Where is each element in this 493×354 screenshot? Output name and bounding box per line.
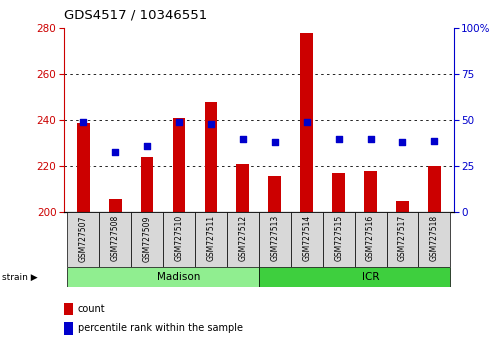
Bar	[268, 176, 281, 212]
Text: count: count	[78, 304, 106, 314]
Point	[175, 119, 183, 125]
Bar	[354, 212, 387, 267]
Bar	[77, 123, 90, 212]
Point	[207, 121, 215, 127]
Text: strain ▶: strain ▶	[2, 273, 38, 282]
Text: GSM727507: GSM727507	[79, 215, 88, 262]
Bar	[131, 212, 163, 267]
Bar	[195, 212, 227, 267]
Bar	[387, 212, 419, 267]
Bar	[259, 212, 291, 267]
Bar	[419, 212, 451, 267]
Text: GSM727510: GSM727510	[175, 215, 183, 261]
Text: GSM727509: GSM727509	[142, 215, 151, 262]
Bar	[332, 173, 345, 212]
Bar	[300, 33, 313, 212]
Bar	[205, 102, 217, 212]
Text: GSM727518: GSM727518	[430, 215, 439, 261]
Bar	[237, 164, 249, 212]
Text: percentile rank within the sample: percentile rank within the sample	[78, 323, 243, 333]
Text: Madison: Madison	[157, 272, 201, 282]
Bar	[396, 201, 409, 212]
Text: GSM727508: GSM727508	[110, 215, 120, 261]
Point	[335, 136, 343, 142]
Bar	[227, 212, 259, 267]
Text: GSM727511: GSM727511	[207, 215, 215, 261]
Text: ICR: ICR	[362, 272, 379, 282]
Bar	[67, 267, 259, 287]
Point	[143, 143, 151, 149]
Text: GSM727512: GSM727512	[238, 215, 247, 261]
Bar	[428, 166, 441, 212]
Text: GSM727514: GSM727514	[302, 215, 311, 261]
Bar	[163, 212, 195, 267]
Bar	[364, 171, 377, 212]
Bar	[323, 212, 354, 267]
Text: GSM727517: GSM727517	[398, 215, 407, 261]
Point	[271, 139, 279, 145]
Point	[239, 136, 247, 142]
Point	[430, 138, 438, 143]
Bar	[67, 212, 99, 267]
Point	[398, 139, 406, 145]
Bar	[109, 199, 122, 212]
Bar	[99, 212, 131, 267]
Text: GSM727516: GSM727516	[366, 215, 375, 261]
Bar	[259, 267, 451, 287]
Bar	[141, 157, 153, 212]
Bar	[291, 212, 323, 267]
Text: GSM727515: GSM727515	[334, 215, 343, 261]
Point	[367, 136, 375, 142]
Text: GDS4517 / 10346551: GDS4517 / 10346551	[64, 9, 208, 22]
Point	[79, 119, 87, 125]
Point	[303, 119, 311, 125]
Bar	[173, 118, 185, 212]
Point	[111, 149, 119, 154]
Text: GSM727513: GSM727513	[270, 215, 280, 261]
